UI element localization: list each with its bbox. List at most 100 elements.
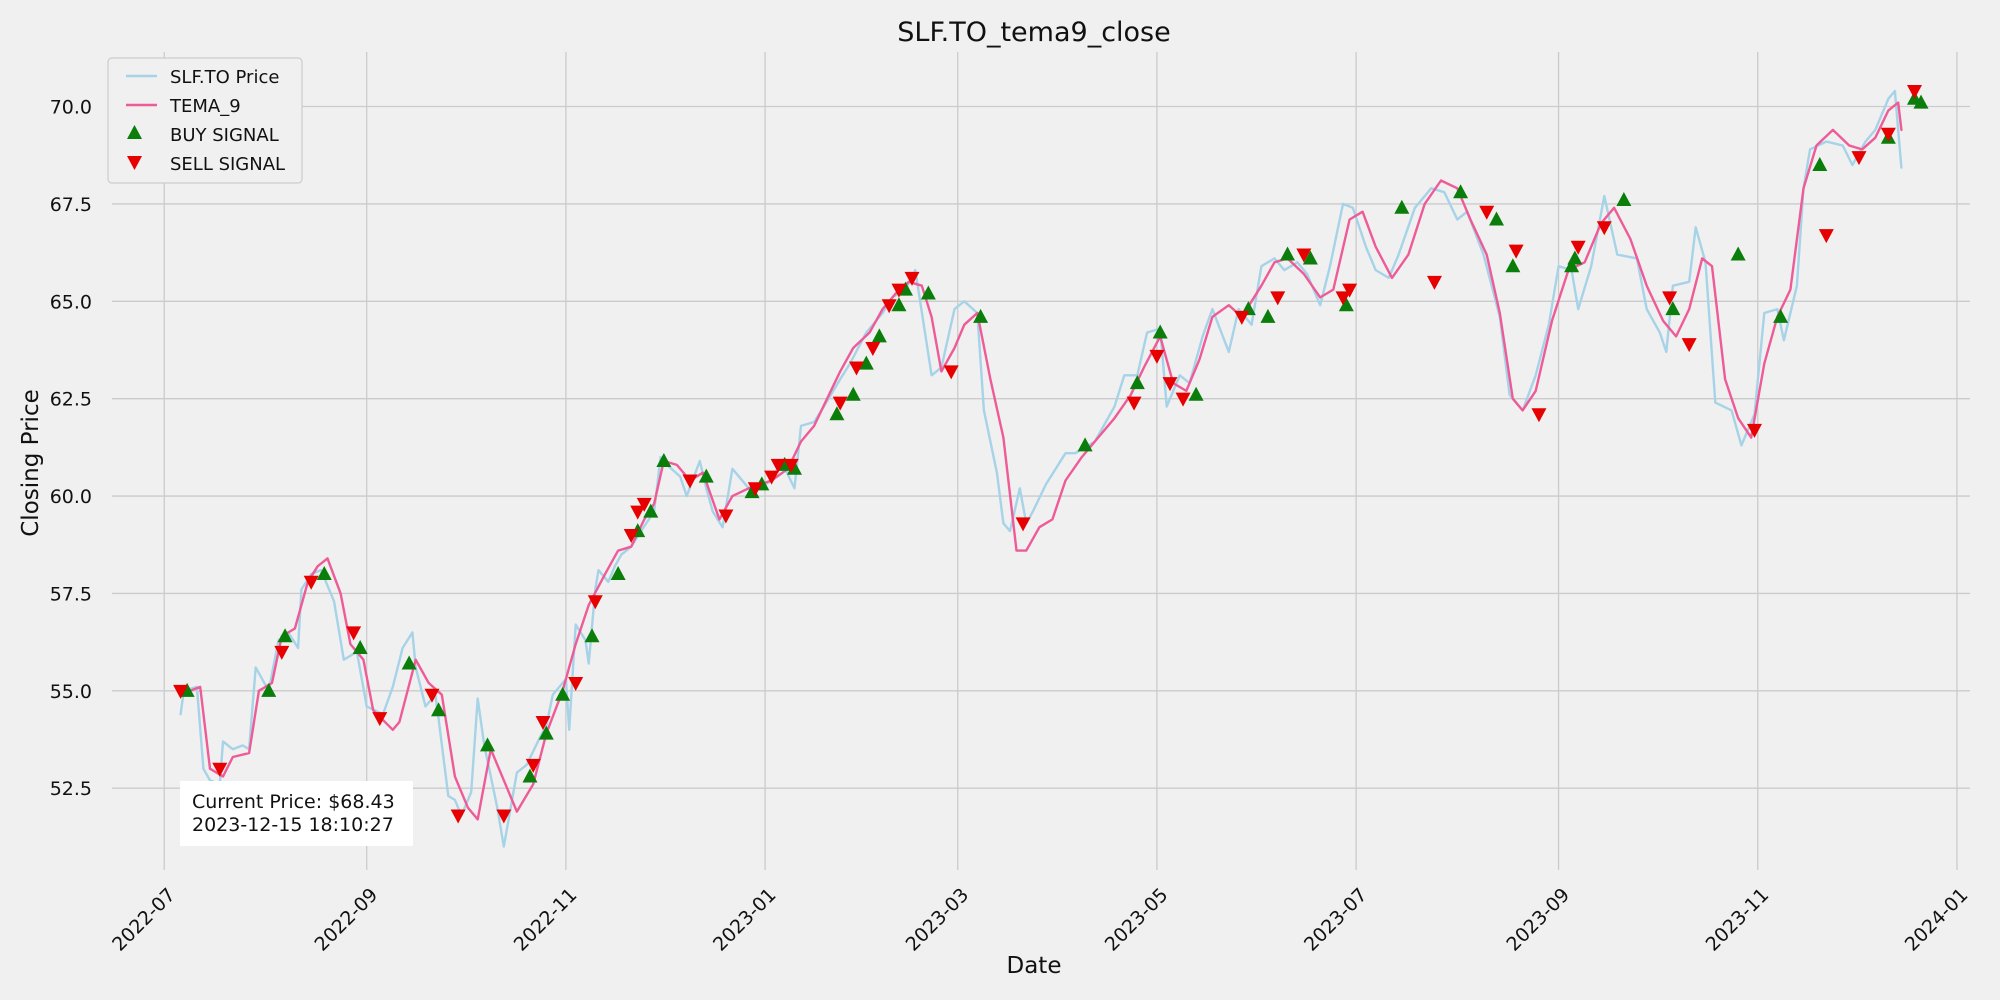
sell-signal-marker xyxy=(346,626,362,641)
legend-buy-label: BUY SIGNAL xyxy=(170,125,279,146)
sell-signal-marker xyxy=(568,677,584,692)
sell-signal-marker xyxy=(1175,392,1191,407)
sell-signal-marker xyxy=(770,458,786,473)
grid-lines xyxy=(112,52,1970,870)
sell-signal-marker xyxy=(943,365,959,380)
current-price-text: Current Price: $68.43 xyxy=(192,791,395,813)
legend-sell-marker xyxy=(127,156,142,170)
series-layer xyxy=(179,89,1903,848)
sell-signal-marker xyxy=(1662,291,1678,306)
buy-signal-marker xyxy=(261,682,277,697)
y-axis-ticks: 52.5 55.0 57.5 60.0 62.5 65.0 67.5 70.0 xyxy=(50,97,92,801)
buy-signal-marker xyxy=(480,737,496,752)
sell-signal-marker xyxy=(525,758,541,773)
sell-signal-marker xyxy=(832,396,848,411)
y-tick-label: 70.0 xyxy=(50,97,92,119)
legend: SLF.TO Price TEMA_9 BUY SIGNAL SELL SIGN… xyxy=(107,57,303,184)
sell-signal-marker xyxy=(764,470,780,485)
buy-signal-marker xyxy=(1730,246,1746,261)
buy-signal-marker xyxy=(277,628,293,643)
y-tick-label: 67.5 xyxy=(50,194,92,216)
sell-signal-marker xyxy=(1746,423,1762,438)
chart-title: SLF.TO_tema9_close xyxy=(897,17,1170,48)
y-tick-label: 62.5 xyxy=(50,389,92,411)
tema-line xyxy=(179,101,1903,821)
buy-signal-marker xyxy=(920,285,936,300)
buy-signal-marker xyxy=(891,297,907,312)
y-axis-label: Closing Price xyxy=(18,389,44,537)
sell-signal-marker xyxy=(865,342,881,357)
signal-layer xyxy=(173,84,1929,824)
sell-signal-marker xyxy=(682,474,698,489)
buy-signal-marker xyxy=(1665,301,1681,316)
sell-signal-marker xyxy=(496,809,512,824)
buy-signal-marker xyxy=(1616,192,1632,207)
buy-signal-marker xyxy=(1453,184,1469,199)
sell-signal-marker xyxy=(1818,229,1834,244)
buy-signal-marker xyxy=(656,453,672,467)
buy-signal-marker xyxy=(1812,156,1828,171)
timestamp-text: 2023-12-15 18:10:27 xyxy=(192,814,394,836)
buy-signal-marker xyxy=(522,768,538,783)
legend-box xyxy=(107,57,303,184)
buy-signal-marker xyxy=(401,655,417,670)
sell-signal-marker xyxy=(1880,127,1896,142)
legend-sell-label: SELL SIGNAL xyxy=(170,154,285,175)
sell-signal-marker xyxy=(904,271,920,286)
buy-signal-marker xyxy=(352,639,368,654)
sell-signal-marker xyxy=(1015,517,1031,532)
buy-signal-marker xyxy=(973,308,989,323)
sell-signal-marker xyxy=(1126,396,1142,411)
sell-signal-marker xyxy=(274,645,290,660)
sell-signal-marker xyxy=(881,299,897,314)
legend-tema-label: TEMA_9 xyxy=(169,96,241,117)
buy-signal-marker xyxy=(1152,324,1168,339)
buy-signal-marker xyxy=(1260,308,1276,323)
sell-signal-marker xyxy=(849,361,865,376)
sell-signal-marker xyxy=(1296,248,1312,263)
sell-signal-marker xyxy=(1681,338,1697,353)
sell-signal-marker xyxy=(1270,291,1286,306)
buy-signal-marker xyxy=(1338,297,1354,312)
buy-signal-marker xyxy=(643,503,659,518)
sell-signal-marker xyxy=(1149,349,1165,364)
buy-signal-marker xyxy=(555,686,571,701)
x-axis-label: Date xyxy=(1007,953,1062,979)
sell-signal-marker xyxy=(623,529,639,544)
buy-signal-marker xyxy=(1773,308,1789,323)
sell-signal-marker xyxy=(1342,283,1358,298)
buy-signal-marker xyxy=(698,468,714,483)
sell-signal-marker xyxy=(535,715,551,730)
sell-signal-marker xyxy=(424,688,440,703)
buy-signal-marker xyxy=(538,725,554,740)
sell-signal-marker xyxy=(1570,240,1586,255)
y-tick-label: 65.0 xyxy=(50,291,92,313)
buy-signal-marker xyxy=(1567,250,1583,265)
sell-signal-marker xyxy=(747,482,763,497)
buy-signal-marker xyxy=(1489,211,1505,226)
buy-signal-marker xyxy=(610,565,626,580)
buy-signal-marker xyxy=(316,565,332,580)
sell-signal-marker xyxy=(1426,275,1442,290)
sell-signal-marker xyxy=(173,684,189,699)
sell-signal-marker xyxy=(630,505,646,520)
sell-signal-marker xyxy=(1234,310,1250,325)
y-tick-label: 60.0 xyxy=(50,486,92,508)
sell-signal-marker xyxy=(1906,84,1922,99)
buy-signal-marker xyxy=(1505,258,1521,273)
sell-signal-marker xyxy=(303,575,319,590)
y-tick-label: 55.0 xyxy=(50,681,92,703)
sell-signal-marker xyxy=(1335,291,1351,306)
annotation-box xyxy=(180,781,413,846)
sell-signal-marker xyxy=(1851,151,1867,166)
buy-signal-marker xyxy=(1564,258,1580,273)
buy-signal-marker xyxy=(1913,94,1929,109)
buy-signal-marker xyxy=(431,702,447,717)
sell-signal-marker xyxy=(1162,377,1178,392)
buy-signal-marker xyxy=(1077,437,1093,452)
buy-signal-marker xyxy=(829,406,845,421)
sell-signal-marker xyxy=(1508,244,1524,259)
sell-signal-marker xyxy=(783,458,799,473)
buy-signal-marker xyxy=(871,328,887,343)
